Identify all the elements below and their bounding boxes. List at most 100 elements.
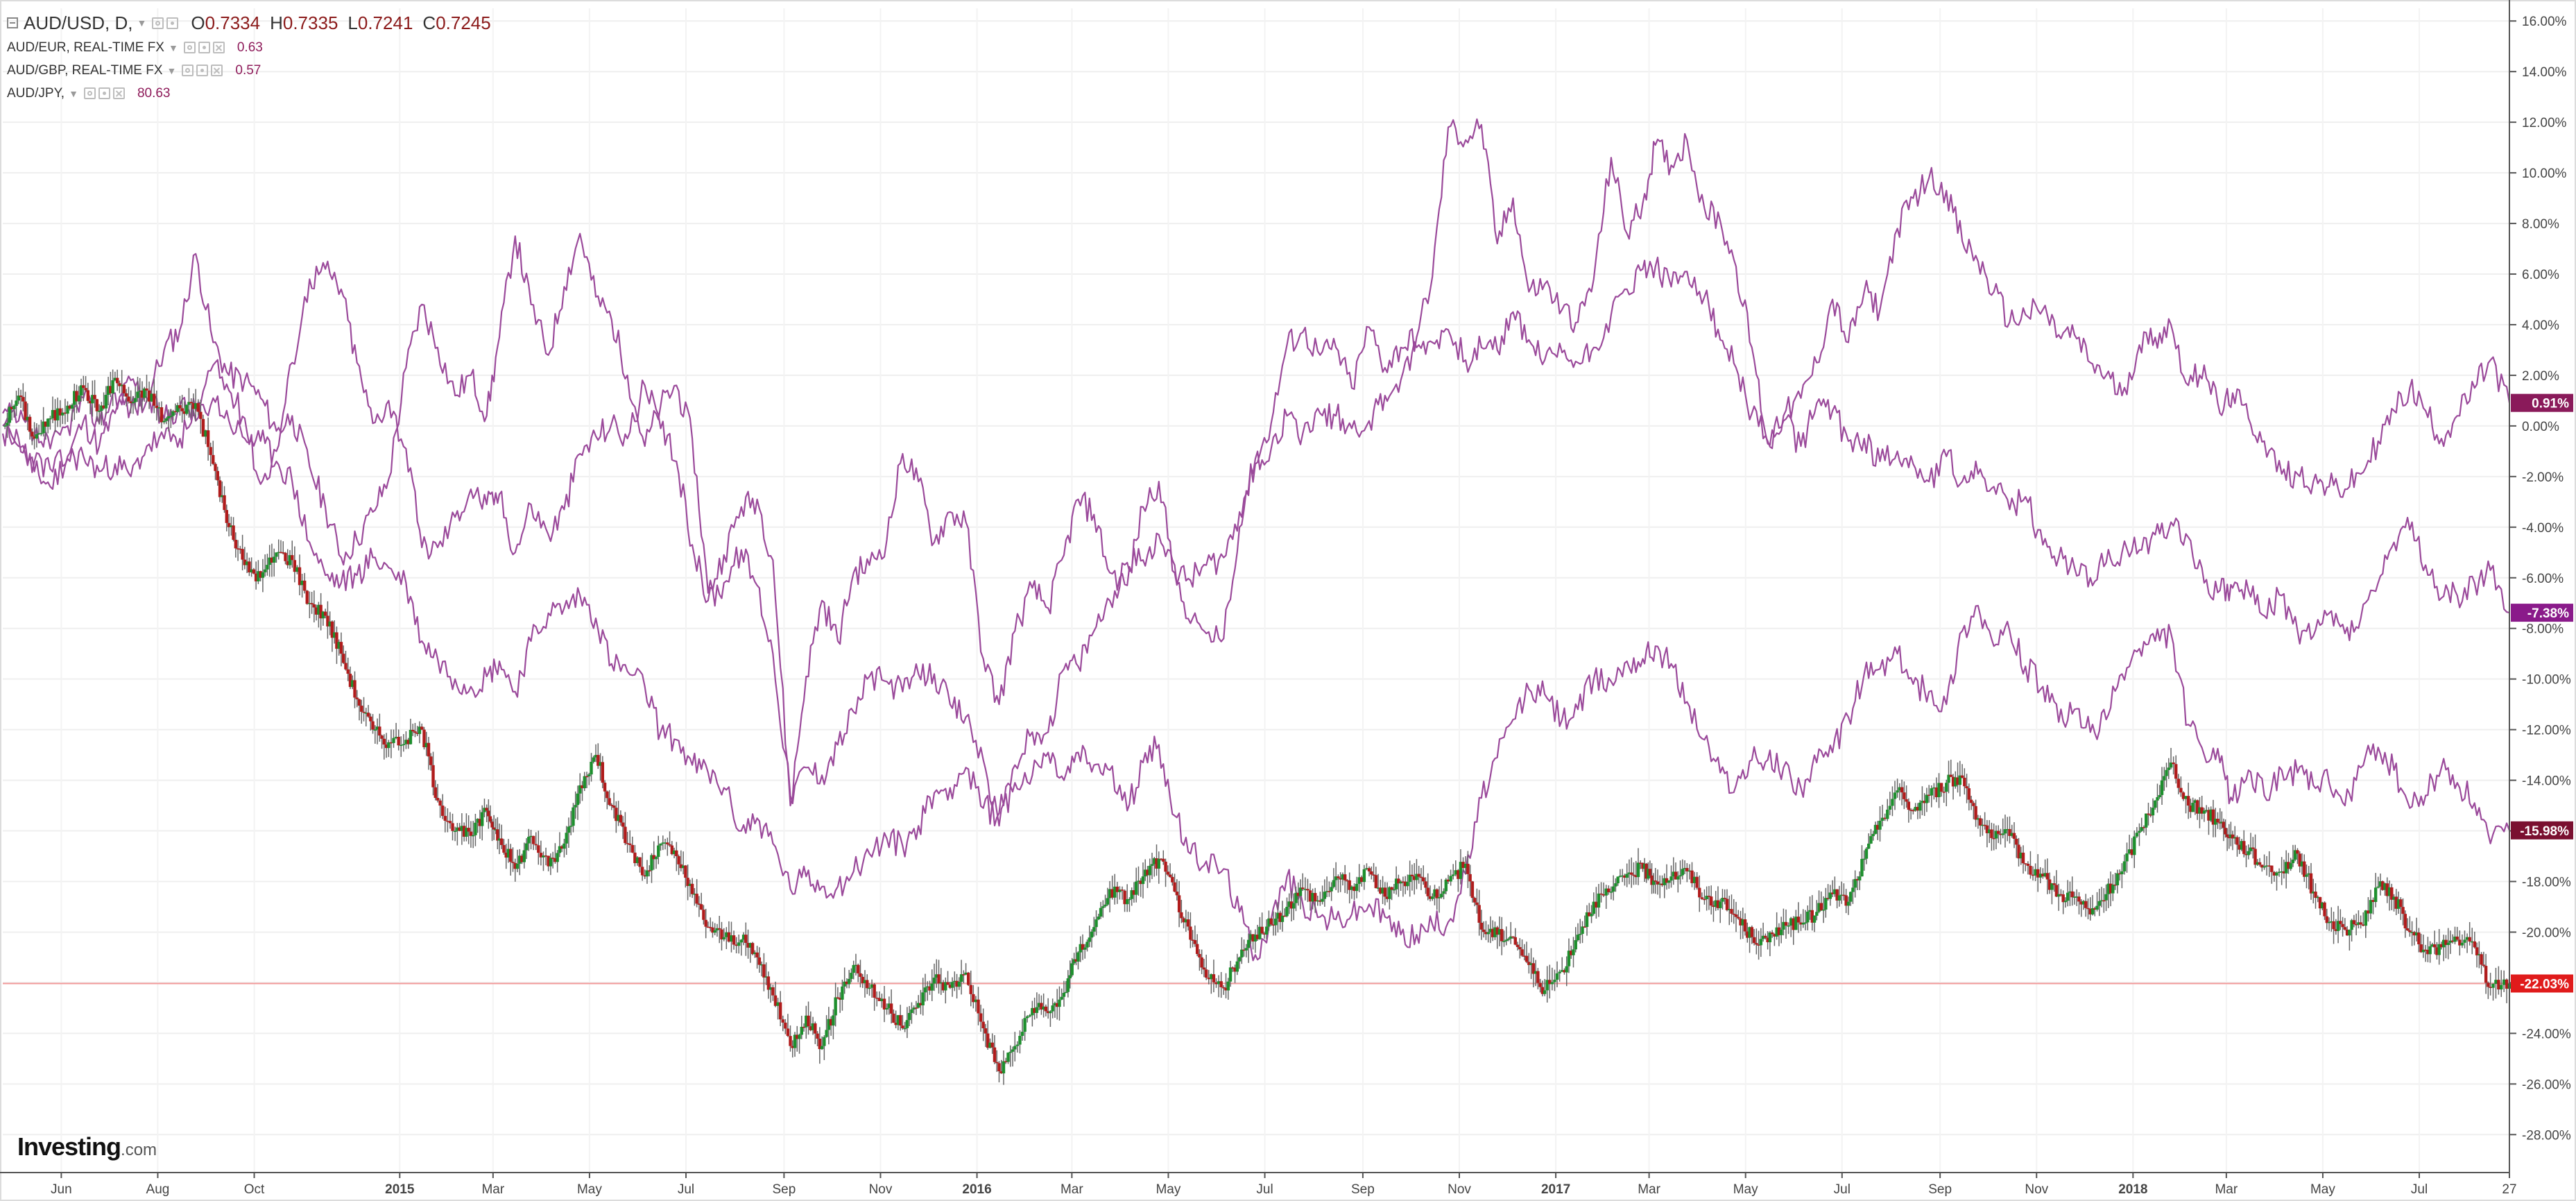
legend-compare-row-eur[interactable]: AUD/EUR, REAL-TIME FX ▼ 0.63 <box>7 36 491 59</box>
candle <box>1072 953 1076 965</box>
candle-body <box>1967 788 1971 800</box>
compare-symbol-label[interactable]: AUD/GBP, REAL-TIME FX <box>7 62 163 78</box>
candle-body <box>1806 911 1810 923</box>
candle-body <box>1164 861 1167 872</box>
legend-main-row[interactable]: AUD/USD, D, ▼ O0.7334 H0.7335 L0.7241 C0… <box>7 10 491 36</box>
candle-body <box>838 998 842 1000</box>
candle <box>2352 914 2356 928</box>
chevron-down-icon[interactable]: ▼ <box>69 87 78 99</box>
candle-body <box>1062 993 1066 997</box>
chevron-down-icon[interactable]: ▼ <box>166 65 177 76</box>
candle <box>373 725 377 744</box>
chevron-down-icon[interactable]: ▼ <box>137 17 147 28</box>
candle-body <box>1914 806 1917 811</box>
series-candles-aud-usd[interactable] <box>3 369 2511 1085</box>
main-symbol-label[interactable]: AUD/USD, D, <box>24 12 133 33</box>
settings-gear-icon[interactable] <box>196 65 209 76</box>
candle-body <box>1891 799 1894 806</box>
x-tick-label: 27 <box>2502 1182 2516 1197</box>
candle-body <box>977 999 980 1014</box>
candle-body <box>2260 864 2264 868</box>
candle-body <box>106 386 110 395</box>
candle <box>1463 856 1468 875</box>
candle <box>1031 1000 1034 1027</box>
candle <box>2104 884 2108 912</box>
candle <box>1632 862 1635 885</box>
chevron-down-icon[interactable]: ▼ <box>168 42 178 53</box>
candle-body <box>2309 873 2313 894</box>
candle-body <box>2106 883 2111 894</box>
candle <box>2473 931 2477 949</box>
legend-compare-row-gbp[interactable]: AUD/GBP, REAL-TIME FX ▼ 0.57 <box>7 59 491 82</box>
candle <box>2003 815 2007 848</box>
settings-gear-icon[interactable] <box>198 42 210 53</box>
candle <box>1289 891 1294 922</box>
candle <box>832 1009 835 1039</box>
remove-close-icon[interactable] <box>212 42 225 53</box>
candle <box>131 395 135 414</box>
candle-body <box>2195 800 2199 814</box>
candle-body <box>1893 792 1897 799</box>
candle-body <box>2222 821 2226 828</box>
visibility-eye-icon[interactable] <box>152 17 164 29</box>
candle <box>2184 796 2188 814</box>
candle-body <box>1262 933 1266 935</box>
candle <box>1934 777 1939 803</box>
candle-body <box>1162 858 1165 862</box>
candle-body <box>1942 792 1946 793</box>
candle-body <box>2045 873 2050 880</box>
candle-body <box>2376 886 2380 888</box>
legend-compare-row-jpy[interactable]: AUD/JPY, ▼ 80.63 <box>7 82 491 105</box>
collapse-legend-icon[interactable] <box>7 17 18 28</box>
series-line-aud-jpy[interactable] <box>2 260 2511 962</box>
candle <box>708 917 712 932</box>
visibility-eye-icon[interactable] <box>183 42 196 53</box>
candle <box>1323 879 1327 907</box>
settings-gear-icon[interactable] <box>98 87 110 99</box>
candle <box>654 855 658 869</box>
candle <box>1538 978 1542 993</box>
candle <box>574 791 577 819</box>
candle-body <box>1132 890 1136 895</box>
candle-body <box>504 852 508 858</box>
candle-body <box>1690 870 1694 883</box>
candle-body <box>2142 827 2146 828</box>
candle <box>2323 901 2326 920</box>
candle <box>1540 980 1545 997</box>
candle-body <box>2423 949 2428 951</box>
candle <box>511 847 515 872</box>
candle <box>635 856 639 866</box>
candle-body <box>49 418 52 420</box>
candle-body <box>652 855 655 860</box>
candle <box>2458 930 2462 956</box>
candle-body <box>344 663 347 670</box>
candle <box>1066 970 1070 998</box>
candle-body <box>61 412 65 416</box>
candle-body <box>1855 878 1860 880</box>
candle <box>1667 880 1671 889</box>
candle <box>948 982 952 989</box>
visibility-eye-icon[interactable] <box>182 65 194 76</box>
candle-body <box>424 742 428 747</box>
candle <box>737 934 741 954</box>
candle <box>894 1010 898 1029</box>
candle <box>1419 868 1423 890</box>
visibility-eye-icon[interactable] <box>83 87 96 99</box>
candle <box>1641 862 1645 872</box>
settings-gear-icon[interactable] <box>166 17 179 29</box>
candle <box>531 835 535 851</box>
remove-close-icon[interactable] <box>112 87 125 99</box>
candle-body <box>2289 863 2292 869</box>
series-line-aud-gbp[interactable] <box>1 256 2510 899</box>
candle <box>2047 872 2052 894</box>
compare-symbol-label[interactable]: AUD/JPY, <box>7 85 65 101</box>
candle-body <box>1033 1007 1036 1013</box>
series-line-aud-eur[interactable] <box>2 118 2511 807</box>
candle <box>2145 813 2148 836</box>
candle-body <box>86 390 90 401</box>
compare-symbol-label[interactable]: AUD/EUR, REAL-TIME FX <box>7 40 164 55</box>
candle-body <box>2200 807 2204 814</box>
remove-close-icon[interactable] <box>211 65 223 76</box>
candle <box>966 971 970 987</box>
